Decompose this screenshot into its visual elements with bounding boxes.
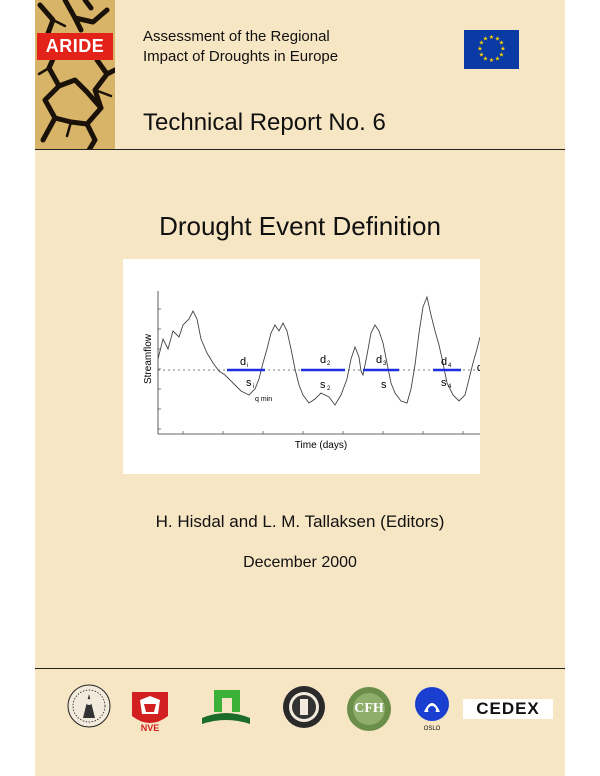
svg-text:★: ★ bbox=[489, 34, 494, 41]
label-s4: s bbox=[441, 377, 447, 389]
nve-logo: NVE bbox=[128, 690, 172, 736]
label-s1: s bbox=[246, 377, 252, 389]
publication-date: December 2000 bbox=[243, 554, 357, 571]
label-s2-sub: 2 bbox=[327, 386, 331, 392]
label-s4-sub: 4 bbox=[448, 384, 452, 390]
oslo-label: OSLO bbox=[423, 726, 441, 732]
editors-line: H. Hisdal and L. M. Tallaksen (Editors) bbox=[155, 512, 445, 531]
report-number: Technical Report No. 6 bbox=[143, 109, 386, 136]
header-subtitle-line1: Assessment of the Regional bbox=[143, 28, 330, 45]
university-seal-logo bbox=[67, 684, 111, 728]
cfh-logo: CFH bbox=[346, 686, 392, 732]
label-qmin: q min bbox=[255, 396, 272, 403]
label-s2: s bbox=[320, 379, 326, 391]
svg-text:★: ★ bbox=[489, 57, 494, 64]
label-d4-sub: 4 bbox=[448, 363, 452, 369]
nve-label: NVE bbox=[140, 723, 160, 733]
label-s3: s bbox=[381, 379, 387, 391]
svg-text:★: ★ bbox=[483, 56, 488, 63]
svg-text:★: ★ bbox=[477, 46, 482, 53]
header-divider bbox=[35, 149, 565, 150]
aride-badge: ARIDE bbox=[37, 33, 113, 60]
label-d1: d bbox=[240, 356, 246, 368]
freiburg-seal-logo bbox=[282, 685, 326, 729]
label-q0: q bbox=[477, 362, 480, 374]
svg-text:★: ★ bbox=[499, 40, 504, 47]
wageningen-logo bbox=[200, 688, 252, 728]
cedex-label: CEDEX bbox=[476, 699, 540, 718]
document-title: Drought Event Definition bbox=[159, 211, 441, 241]
cfh-label: CFH bbox=[354, 701, 384, 716]
header-subtitle-line2: Impact of Droughts in Europe bbox=[143, 48, 339, 65]
footer-divider bbox=[35, 668, 565, 669]
cracked-earth-logo bbox=[35, 0, 115, 150]
label-d1-sub: i bbox=[247, 363, 248, 369]
svg-text:★: ★ bbox=[495, 36, 500, 43]
cedex-logo: CEDEX bbox=[463, 699, 553, 719]
label-d4: d bbox=[441, 356, 447, 368]
svg-text:★: ★ bbox=[495, 56, 500, 63]
oslo-university-logo: OSLO bbox=[414, 684, 450, 738]
label-s1-sub: i bbox=[253, 384, 254, 390]
svg-text:★: ★ bbox=[479, 52, 484, 59]
svg-text:★: ★ bbox=[479, 40, 484, 47]
svg-text:★: ★ bbox=[500, 46, 505, 53]
eu-flag-icon: ★ ★ ★ ★ ★ ★ ★ ★ ★ ★ ★ ★ bbox=[464, 30, 519, 69]
x-axis-label: Time (days) bbox=[295, 440, 347, 451]
label-d3-sub: 3 bbox=[383, 361, 387, 367]
label-d2: d bbox=[320, 354, 326, 366]
label-d2-sub: 2 bbox=[327, 361, 331, 367]
svg-text:★: ★ bbox=[483, 36, 488, 43]
y-axis-label: Streamflow bbox=[143, 333, 154, 384]
drought-event-figure: Streamflow Time (days) d i d 2 d 3 d 4 s… bbox=[123, 259, 486, 474]
svg-text:★: ★ bbox=[499, 52, 504, 59]
label-d3: d bbox=[376, 354, 382, 366]
